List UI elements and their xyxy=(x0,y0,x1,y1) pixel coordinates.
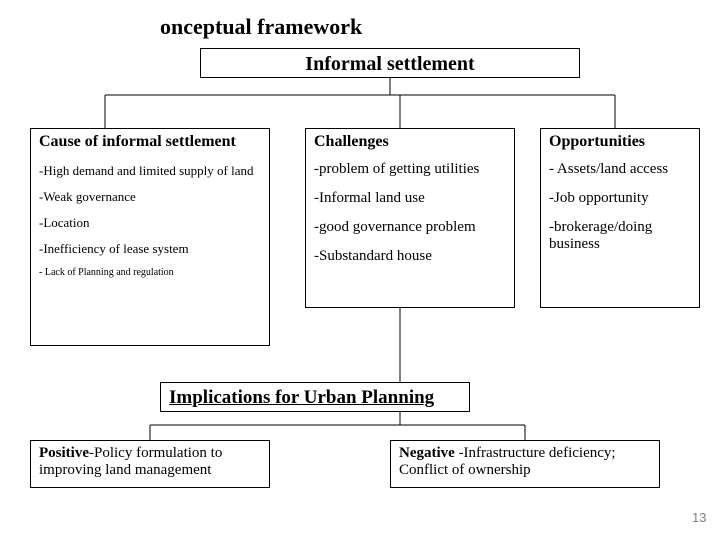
cause-box: Cause of informal settlement -High deman… xyxy=(30,128,270,346)
challenges-item: -Substandard house xyxy=(314,248,506,265)
opportunities-item: -Job opportunity xyxy=(549,190,691,207)
cause-item: -Location xyxy=(39,215,261,231)
negative-box: Negative -Infrastructure deficiency; Con… xyxy=(390,440,660,488)
challenges-item: -good governance problem xyxy=(314,219,506,236)
positive-bold: Positive xyxy=(39,445,89,461)
implications-label: Implications for Urban Planning xyxy=(169,387,434,408)
opportunities-item: -brokerage/doing business xyxy=(549,219,691,253)
opportunities-box: Opportunities - Assets/land access -Job o… xyxy=(540,128,700,308)
implications-box: Implications for Urban Planning xyxy=(160,382,470,412)
challenges-box: Challenges -problem of getting utilities… xyxy=(305,128,515,308)
positive-box: Positive-Policy formulation to improving… xyxy=(30,440,270,488)
page-number: 13 xyxy=(692,510,706,525)
cause-heading: Cause of informal settlement xyxy=(39,133,261,151)
opportunities-heading: Opportunities xyxy=(549,133,691,151)
challenges-heading: Challenges xyxy=(314,133,506,151)
root-box: Informal settlement xyxy=(200,48,580,78)
challenges-item: -Informal land use xyxy=(314,190,506,207)
cause-item: -Inefficiency of lease system xyxy=(39,241,261,257)
cause-item: - Lack of Planning and regulation xyxy=(39,267,261,278)
negative-text: Negative -Infrastructure deficiency; Con… xyxy=(399,445,616,478)
cause-item: -Weak governance xyxy=(39,189,261,205)
root-label: Informal settlement xyxy=(305,53,474,75)
opportunities-item: - Assets/land access xyxy=(549,161,691,178)
negative-bold: Negative xyxy=(399,445,459,461)
positive-text: Positive-Policy formulation to improving… xyxy=(39,445,222,478)
cause-item: -High demand and limited supply of land xyxy=(39,163,261,179)
challenges-item: -problem of getting utilities xyxy=(314,161,506,178)
page-title: onceptual framework xyxy=(160,14,362,40)
